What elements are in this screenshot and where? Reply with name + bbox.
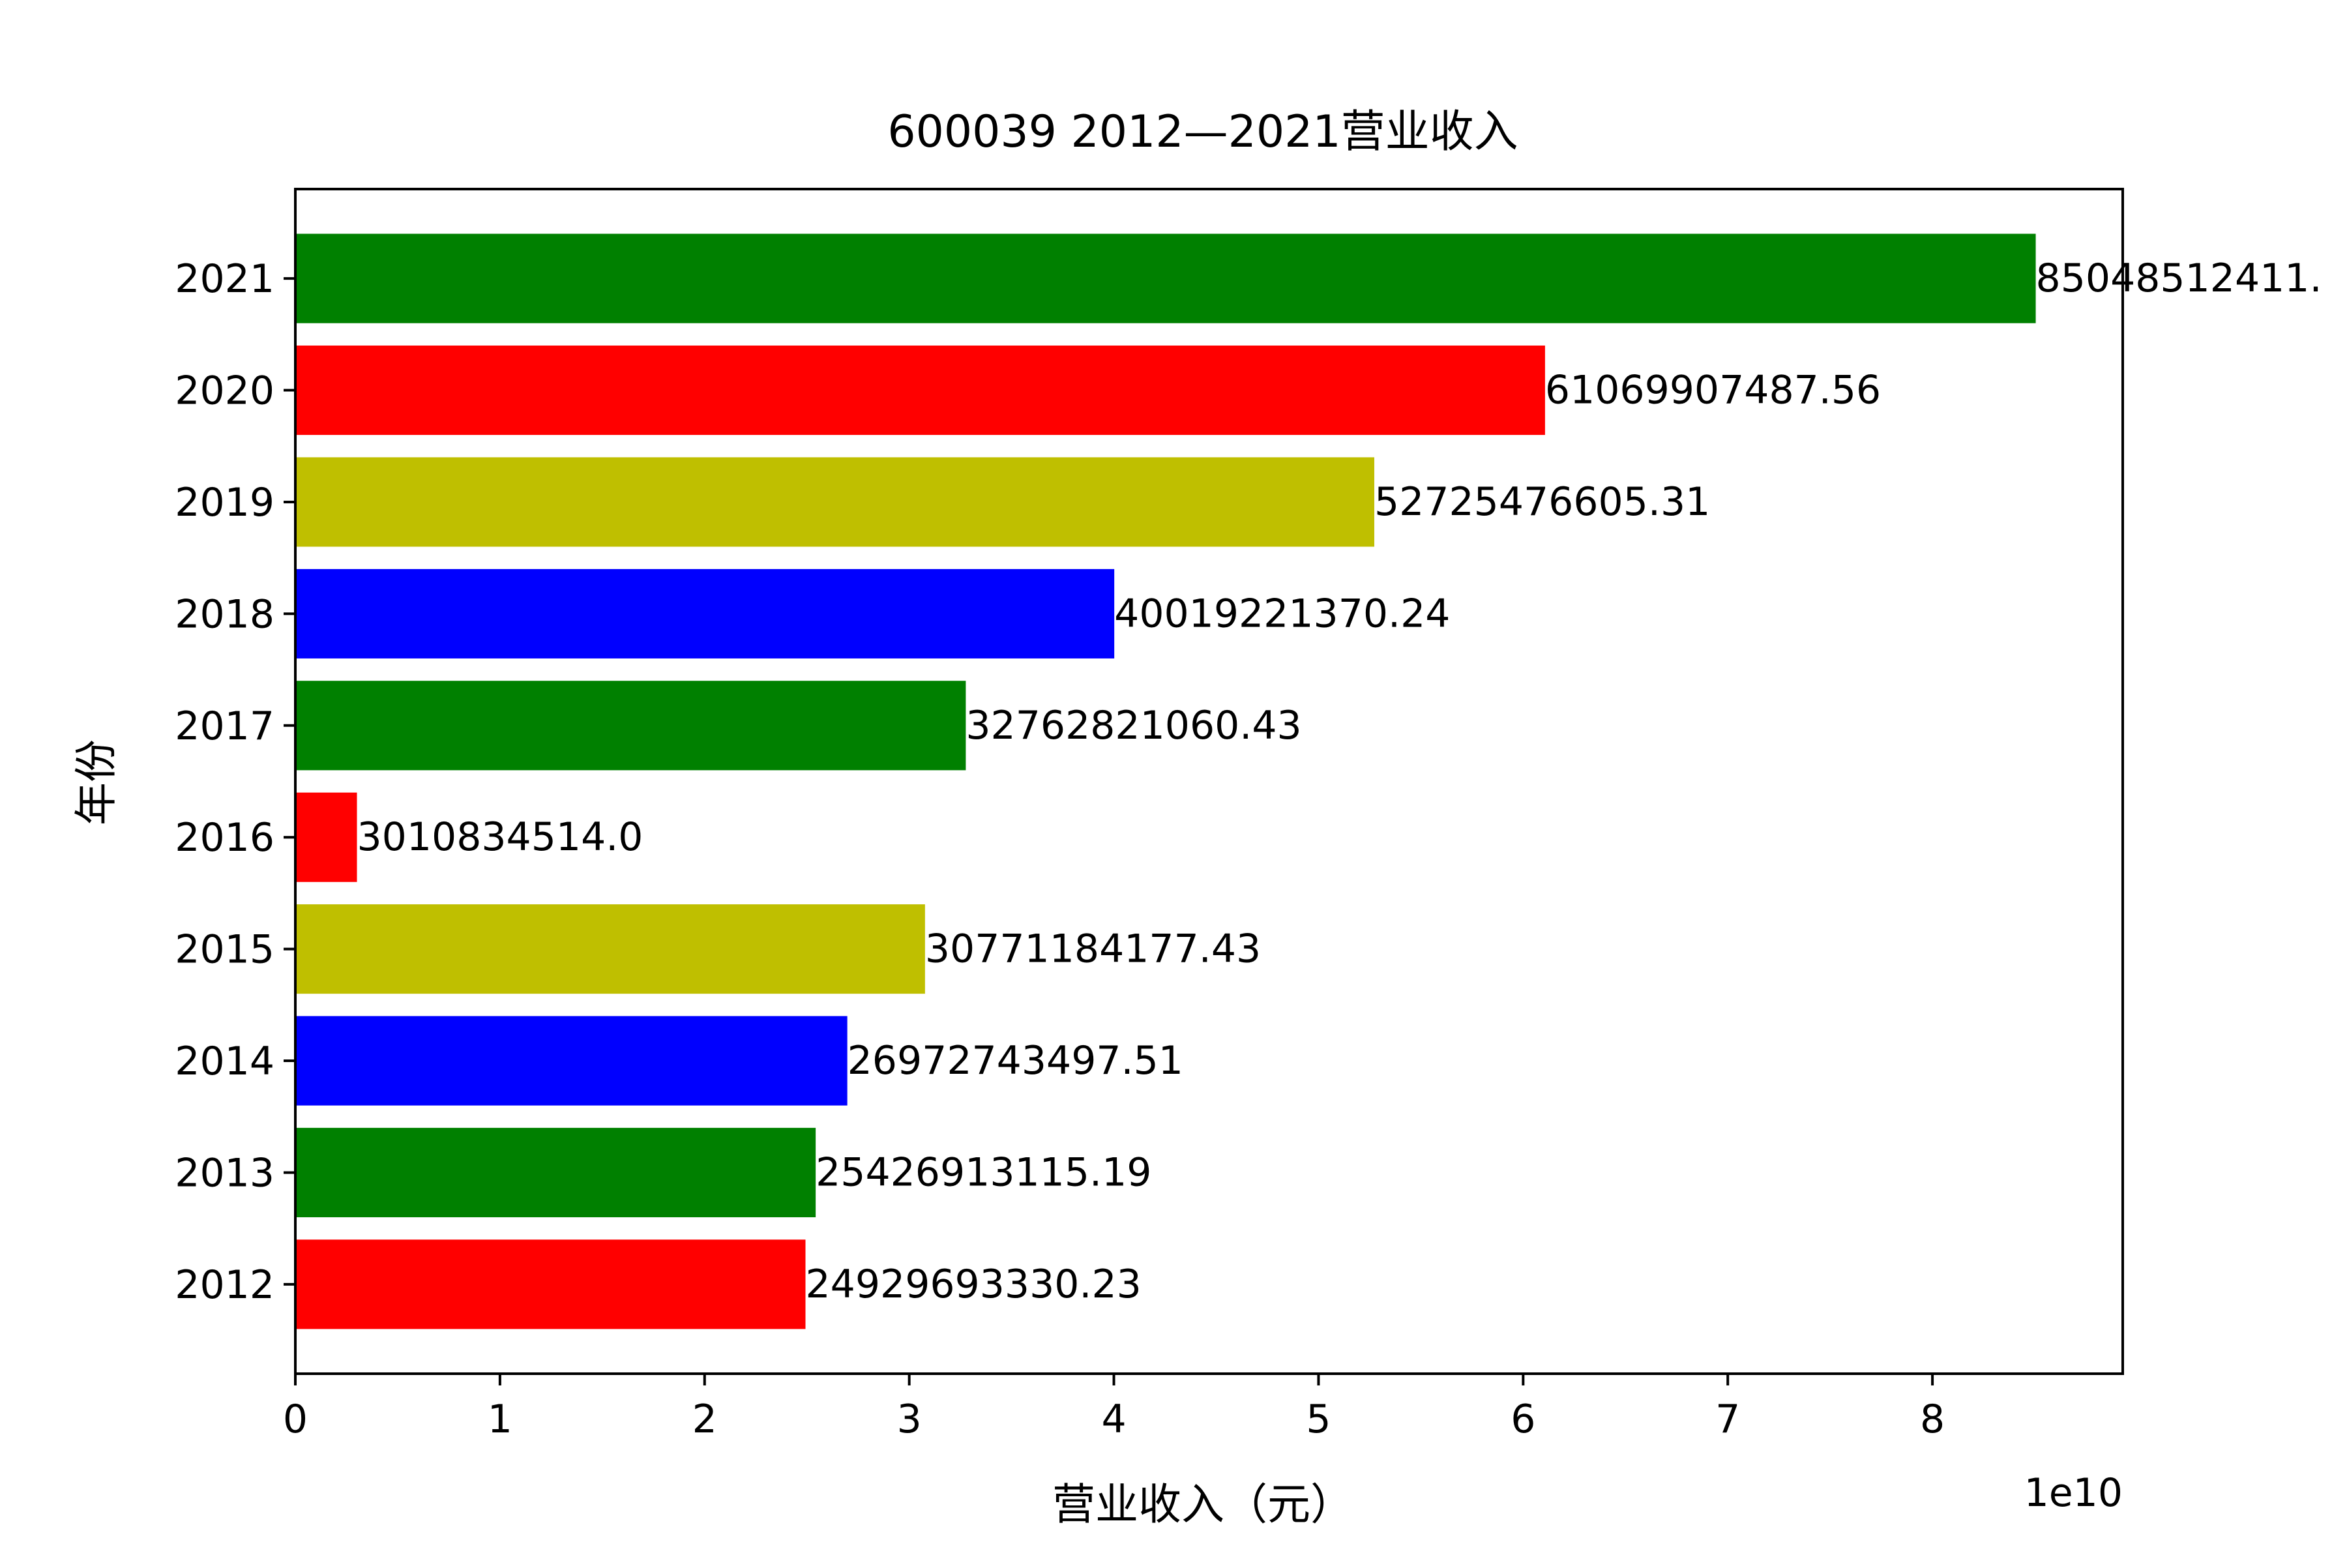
x-tick-label-7: 7 <box>1715 1397 1740 1442</box>
x-tick-label-0: 0 <box>283 1397 308 1442</box>
bar-2021 <box>295 233 2036 323</box>
x-tick-label-1: 1 <box>488 1397 512 1442</box>
plot-frame <box>294 188 2124 1375</box>
bar-2013 <box>295 1127 816 1218</box>
data-label-2019: 52725476605.31 <box>1374 479 1710 525</box>
x-tick-label-6: 6 <box>1511 1397 1535 1442</box>
x-tick-label-3: 3 <box>897 1397 922 1442</box>
bar-2014 <box>295 1016 848 1106</box>
y-axis-label: 年份 <box>71 739 121 825</box>
y-tick-label-2016: 2016 <box>175 815 274 861</box>
data-label-2016: 3010834514.0 <box>357 814 643 860</box>
chart-title: 600039 2012—2021营业收入 <box>887 106 1518 158</box>
y-tick-label-2021: 2021 <box>175 256 274 302</box>
x-tick-label-2: 2 <box>692 1397 717 1442</box>
bar-2016 <box>295 792 357 882</box>
y-tick-label-2014: 2014 <box>175 1039 274 1084</box>
data-label-2018: 40019221370.24 <box>1114 591 1450 636</box>
bar-2019 <box>295 457 1374 547</box>
data-label-2020: 61069907487.56 <box>1545 368 1881 413</box>
data-label-2021: 85048512411. <box>2036 256 2322 301</box>
y-tick-label-2015: 2015 <box>175 927 274 973</box>
bar-2017 <box>295 681 966 771</box>
y-tick-label-2012: 2012 <box>175 1262 274 1308</box>
bar-2020 <box>295 345 1545 436</box>
y-tick-label-2018: 2018 <box>175 591 274 637</box>
data-label-2017: 32762821060.43 <box>966 703 1301 748</box>
x-axis-offset-label: 1e10 <box>2024 1470 2123 1516</box>
x-axis-label: 营业收入（元） <box>1052 1479 1353 1530</box>
x-tick-label-8: 8 <box>1920 1397 1945 1442</box>
data-label-2013: 25426913115.19 <box>816 1149 1151 1195</box>
x-tick-label-5: 5 <box>1306 1397 1331 1442</box>
bar-2015 <box>295 904 925 994</box>
data-label-2015: 30771184177.43 <box>925 926 1261 972</box>
data-label-2012: 24929693330.23 <box>806 1262 1142 1307</box>
x-tick-label-4: 4 <box>1101 1397 1126 1442</box>
y-tick-label-2013: 2013 <box>175 1150 274 1196</box>
y-tick-label-2017: 2017 <box>175 703 274 749</box>
bar-2012 <box>295 1239 806 1329</box>
y-tick-label-2020: 2020 <box>175 368 274 414</box>
data-label-2014: 26972743497.51 <box>848 1038 1183 1084</box>
bar-2018 <box>295 569 1115 658</box>
y-tick-label-2019: 2019 <box>175 480 274 525</box>
